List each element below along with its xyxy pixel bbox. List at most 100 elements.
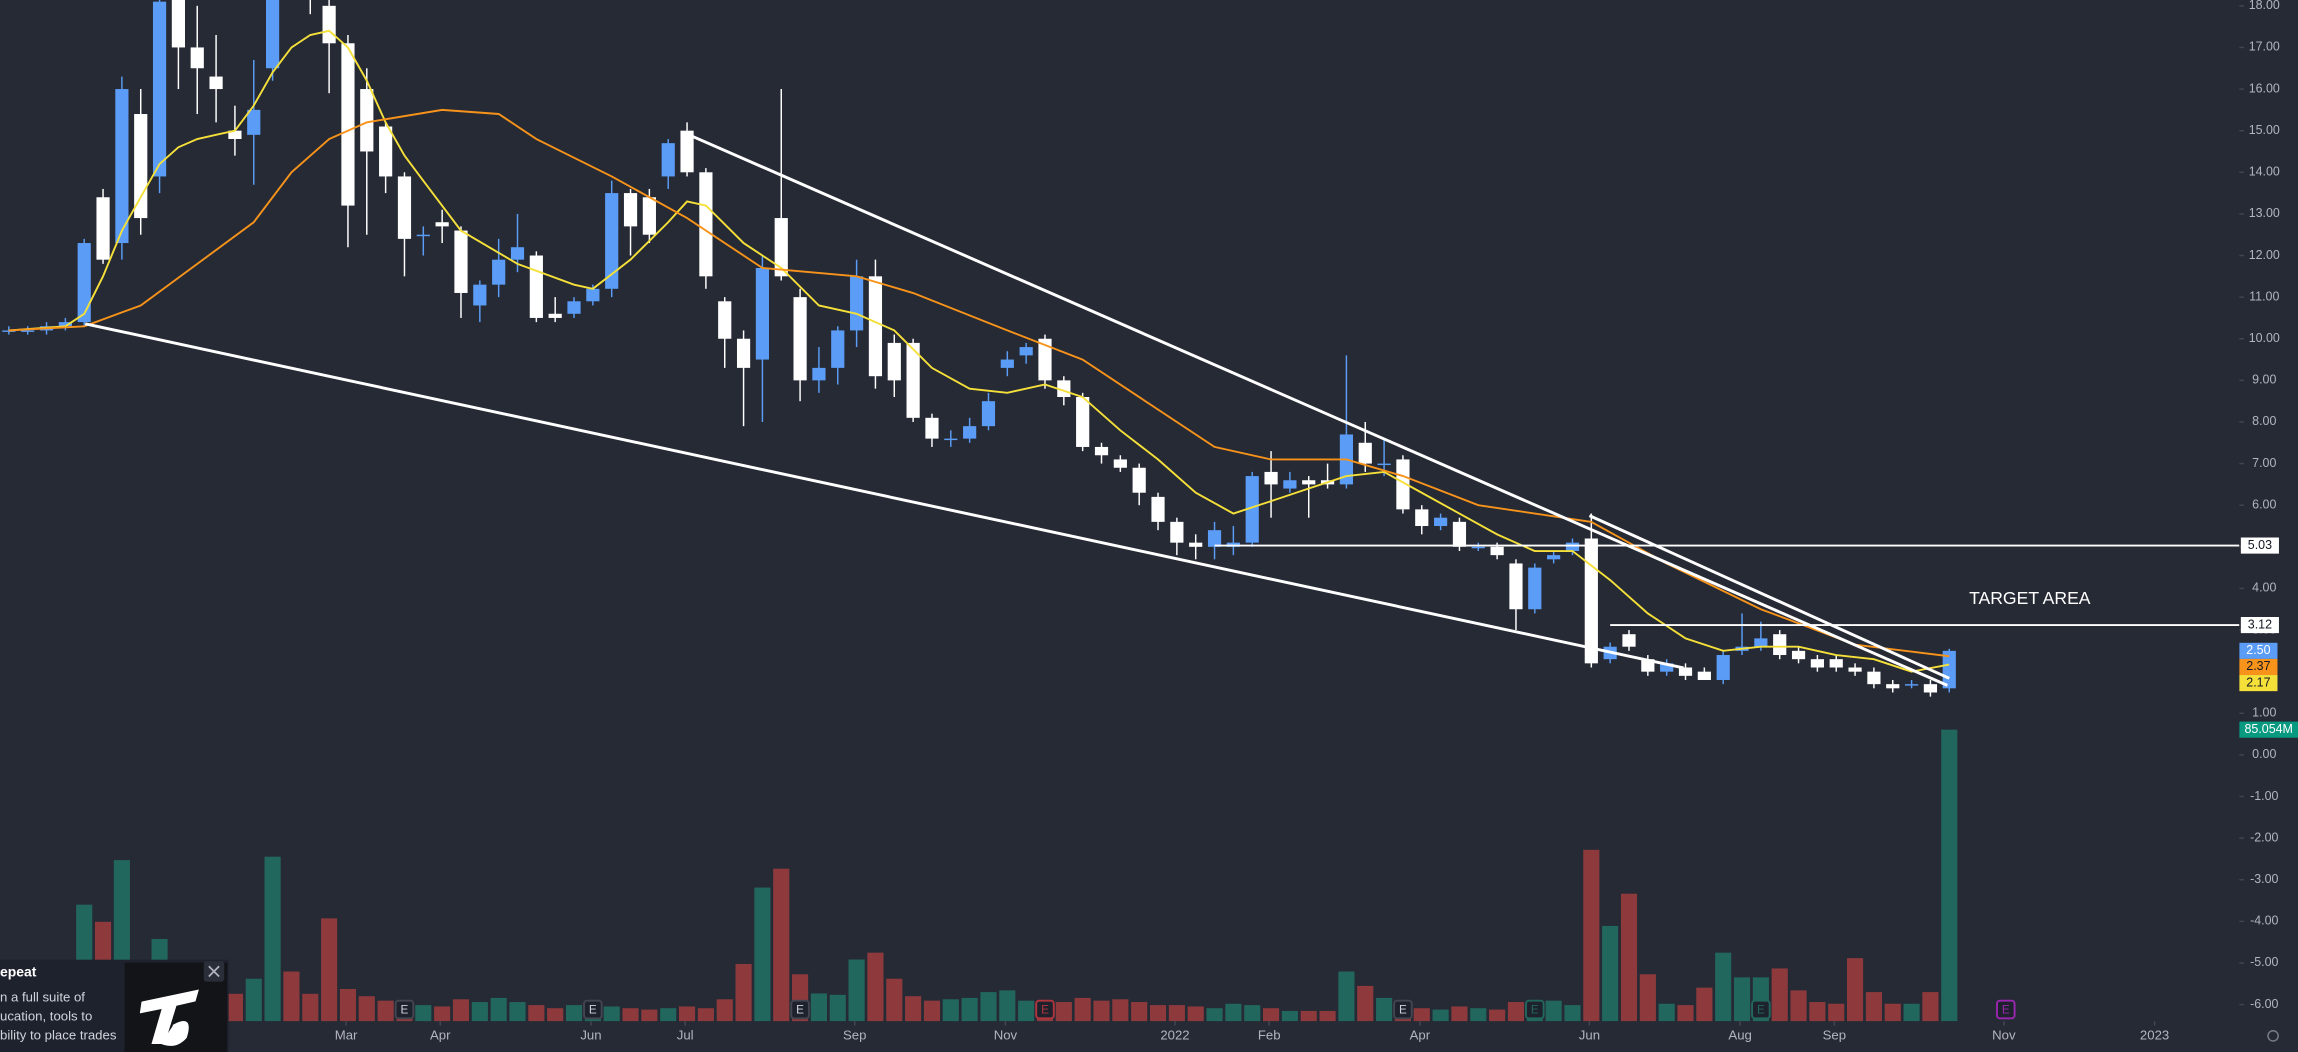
volume-bar — [773, 868, 790, 1022]
candle-body — [812, 367, 826, 381]
trendline — [684, 131, 1948, 687]
candle-body — [492, 259, 506, 285]
volume-bar — [1432, 1009, 1449, 1022]
event-icon — [1393, 999, 1413, 1020]
candle-body — [1509, 563, 1523, 610]
volume-bar — [302, 993, 319, 1022]
volume-bar — [245, 978, 262, 1022]
volume-bar — [735, 963, 752, 1022]
candle-body — [887, 342, 901, 381]
settings-icon[interactable] — [2267, 1030, 2279, 1042]
event-marker[interactable]: E — [1525, 999, 1545, 1020]
volume-bar — [1733, 977, 1751, 1022]
candle-body — [209, 76, 223, 90]
volume-bar — [754, 887, 771, 1022]
volume-bar — [509, 1002, 526, 1022]
candle-body — [1886, 684, 1900, 689]
volume-label: 85.054M — [2244, 722, 2292, 736]
candle-body — [341, 43, 355, 206]
volume-bar — [283, 971, 300, 1022]
volume-bar — [1696, 987, 1713, 1022]
candle-body — [1773, 634, 1787, 656]
volume-bar — [697, 1008, 714, 1022]
candle-body — [1547, 555, 1561, 560]
event-marker[interactable]: E — [790, 999, 810, 1020]
volume-bar — [339, 989, 357, 1022]
y-tick-label: 13.00 — [2249, 206, 2280, 220]
volume-bar — [1884, 1003, 1901, 1022]
event-icon — [394, 999, 415, 1020]
y-tick-label: 8.00 — [2252, 414, 2276, 428]
volume-bar — [1922, 992, 1939, 1022]
volume-bar — [1941, 729, 1958, 1022]
y-tick-label: -3.00 — [2250, 872, 2278, 886]
volume-bar — [1489, 1009, 1506, 1022]
candle-body — [605, 193, 619, 289]
y-tick-label: 17.00 — [2249, 40, 2280, 54]
y-tick-label: 4.00 — [2252, 581, 2276, 595]
volume-bar — [1319, 1010, 1336, 1022]
trendline — [1588, 514, 1950, 680]
x-tick-label: Jun — [1579, 1027, 1600, 1042]
volume-bar — [1244, 1005, 1261, 1022]
candle-body — [152, 1, 167, 177]
candle-body — [1829, 659, 1843, 668]
volume-bar — [528, 1005, 545, 1022]
volume-bar — [452, 999, 470, 1022]
volume-bar — [1715, 952, 1732, 1022]
volume-bar — [867, 952, 884, 1022]
candle-body — [21, 330, 35, 332]
candle-body — [1170, 521, 1184, 543]
volume-bar — [1564, 1005, 1581, 1022]
y-tick-label: 0.00 — [2252, 747, 2276, 761]
event-label: E — [1399, 1003, 1407, 1016]
event-marker[interactable]: E — [1035, 999, 1055, 1020]
candle-body — [793, 297, 807, 381]
volume-bar — [905, 996, 922, 1022]
trendline — [84, 322, 1684, 670]
popup-line: n a full suite of — [0, 989, 85, 1004]
candle-body — [1264, 471, 1278, 485]
promo-popup[interactable]: epeat n a full suite of ucation, tools t… — [0, 959, 229, 1052]
x-tick-label: Jun — [580, 1027, 601, 1042]
volume-bar — [829, 994, 846, 1022]
candle-body — [906, 342, 920, 418]
candle-body — [435, 222, 449, 227]
candle-body — [1942, 650, 1956, 689]
event-marker[interactable]: E — [1996, 999, 2016, 1020]
candle-body — [228, 130, 242, 139]
popup-title: epeat — [0, 964, 37, 980]
candle-body — [774, 218, 788, 277]
event-marker[interactable]: E — [394, 999, 415, 1020]
candle-body — [981, 401, 996, 427]
popup-line: ucation, tools to — [0, 1008, 92, 1023]
volume-bar — [716, 999, 733, 1022]
candle-body — [1810, 659, 1824, 668]
candle-body — [1019, 347, 1033, 356]
candle-body — [944, 438, 958, 441]
candle-body — [755, 268, 770, 360]
candle-body — [567, 301, 581, 314]
volume-bar — [377, 1000, 394, 1022]
y-tick-label: 15.00 — [2249, 123, 2280, 137]
volume-bar — [1357, 985, 1374, 1022]
price-axis: 18.00 17.00 16.00 15.00 14.00 13.00 12.00 11.00… — [335, 0, 2298, 1052]
volume-bar — [999, 990, 1016, 1022]
volume-bar — [1131, 1002, 1148, 1022]
price-label: 2.17 — [2246, 675, 2270, 689]
price-tag — [2239, 675, 2278, 692]
level-tag — [2240, 537, 2279, 554]
event-marker[interactable]: E — [583, 999, 603, 1020]
candle-body — [454, 230, 468, 293]
volume-bar — [1451, 1006, 1468, 1022]
event-marker[interactable]: E — [1751, 999, 1771, 1020]
volume-bar — [1262, 1008, 1280, 1022]
popup-close[interactable] — [203, 961, 225, 982]
y-tick-label: 9.00 — [2252, 373, 2276, 387]
y-tick-label: -4.00 — [2250, 914, 2278, 928]
event-marker[interactable]: E — [1393, 999, 1413, 1020]
candle-body — [510, 247, 525, 260]
volume-bar — [1413, 1008, 1430, 1022]
moving-average — [8, 108, 1950, 658]
volume-bar — [886, 978, 903, 1022]
